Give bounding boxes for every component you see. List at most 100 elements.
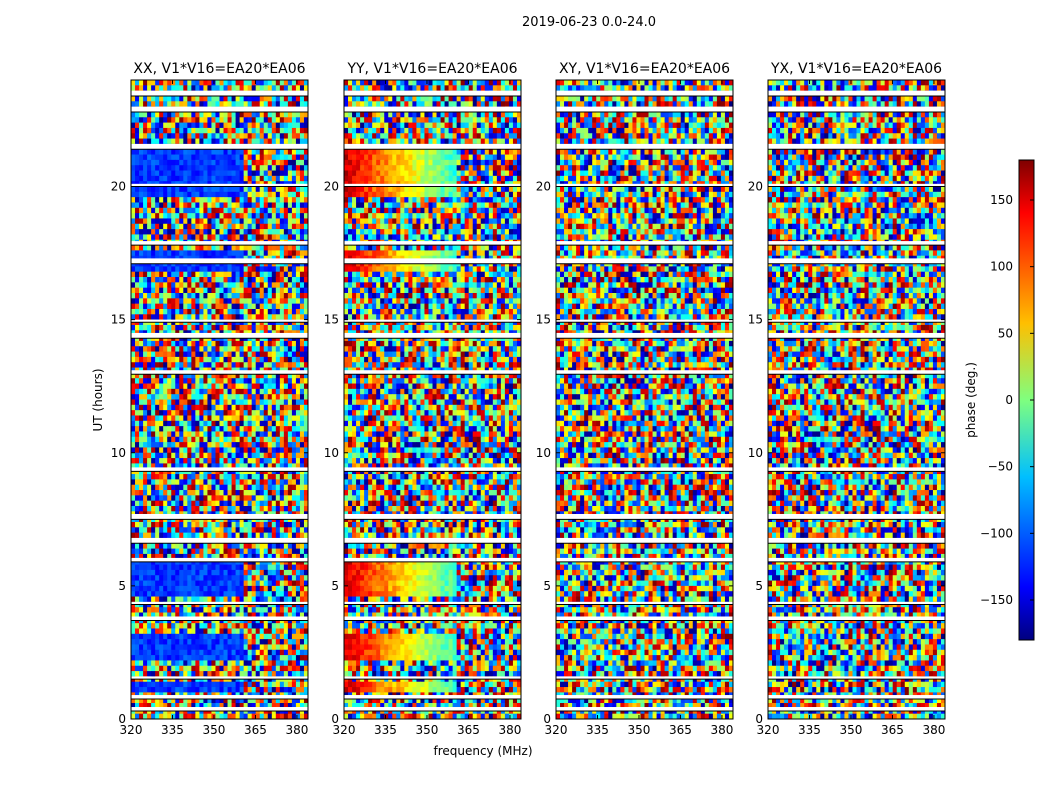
heatmap-cell	[287, 404, 293, 411]
heatmap-cell	[283, 95, 289, 102]
heatmap-cell	[139, 628, 144, 635]
heatmap-cell	[171, 383, 176, 390]
heatmap-cell	[203, 122, 208, 129]
heatmap-cell	[199, 527, 204, 534]
heatmap-cell	[267, 420, 273, 427]
heatmap-cell	[251, 479, 257, 486]
heatmap-cell	[279, 207, 285, 214]
heatmap-cell	[303, 308, 309, 315]
heatmap-cell	[191, 665, 196, 672]
heatmap-cell	[259, 245, 265, 251]
heatmap-cell	[143, 383, 148, 390]
heatmap-cell	[215, 500, 220, 507]
heatmap-cell	[275, 569, 281, 576]
heatmap-cell	[191, 266, 196, 273]
heatmap-cell	[139, 484, 144, 491]
heatmap-cell	[175, 293, 180, 299]
heatmap-cell	[295, 154, 301, 161]
heatmap-cell	[211, 532, 216, 539]
heatmap-cell	[207, 452, 212, 459]
heatmap-cell	[135, 154, 140, 161]
heatmap-cell	[155, 633, 160, 640]
heatmap-cell	[223, 484, 228, 491]
heatmap-cell	[187, 484, 192, 491]
heatmap-cell	[279, 383, 285, 390]
heatmap-cell	[231, 548, 236, 555]
heatmap-cell	[291, 463, 297, 470]
heatmap-cell	[151, 415, 156, 422]
heatmap-cell	[207, 399, 212, 406]
heatmap-cell	[239, 431, 245, 438]
heatmap-cell	[147, 388, 152, 395]
heatmap-cell	[235, 436, 241, 443]
heatmap-cell	[243, 308, 249, 315]
heatmap-cell	[263, 277, 269, 283]
heatmap-cell	[275, 596, 281, 603]
heatmap-cell	[279, 362, 285, 368]
heatmap-cell	[175, 197, 180, 203]
heatmap-cell	[231, 282, 236, 289]
heatmap-cell	[207, 346, 212, 352]
heatmap-cell	[275, 234, 281, 241]
heatmap-cell	[291, 356, 297, 363]
heatmap-cell	[243, 287, 249, 294]
heatmap-cell	[167, 308, 172, 315]
heatmap-cell	[275, 191, 281, 198]
heatmap-cell	[255, 159, 261, 166]
heatmap-cell	[299, 410, 305, 416]
heatmap-cell	[207, 308, 212, 315]
heatmap-cell	[243, 293, 249, 299]
heatmap-cell	[291, 202, 297, 209]
heatmap-cell	[163, 351, 168, 358]
heatmap-cell	[155, 655, 160, 661]
heatmap-cell	[155, 452, 160, 459]
heatmap-cell	[291, 372, 297, 379]
heatmap-cell	[171, 287, 176, 294]
heatmap-cell	[271, 245, 277, 251]
heatmap-cell	[195, 95, 200, 102]
heatmap-cell	[167, 569, 172, 576]
heatmap-cell	[223, 372, 228, 379]
heatmap-cell	[287, 543, 293, 550]
heatmap-cell	[275, 420, 281, 427]
heatmap-cell	[271, 133, 277, 139]
heatmap-cell	[211, 521, 216, 528]
heatmap-cell	[195, 394, 200, 400]
heatmap-cell	[263, 223, 269, 230]
heatmap-cell	[159, 420, 164, 427]
heatmap-cell	[295, 287, 301, 294]
heatmap-cell	[295, 543, 301, 550]
heatmap-cell	[147, 324, 152, 331]
heatmap-cell	[139, 394, 144, 400]
heatmap-cell	[151, 207, 156, 214]
heatmap-cell	[187, 383, 192, 390]
heatmap-cell	[255, 484, 261, 491]
heatmap-cell	[219, 133, 224, 139]
heatmap-cell	[279, 159, 285, 166]
heatmap-cell	[231, 644, 236, 651]
heatmap-cell	[159, 644, 164, 651]
heatmap-cell	[267, 495, 273, 502]
heatmap-cell	[223, 213, 228, 219]
heatmap-cell	[147, 186, 152, 193]
heatmap-cell	[211, 383, 216, 390]
heatmap-cell	[147, 266, 152, 273]
heatmap-cell	[291, 117, 297, 124]
heatmap-cell	[199, 628, 204, 635]
heatmap-cell	[179, 308, 184, 315]
heatmap-cell	[131, 644, 136, 651]
heatmap-cell	[183, 415, 188, 422]
heatmap-cell	[251, 394, 257, 400]
heatmap-cell	[263, 138, 269, 145]
heatmap-cell	[295, 250, 301, 257]
heatmap-cell	[143, 207, 148, 214]
heatmap-cell	[219, 394, 224, 400]
heatmap-cell	[155, 665, 160, 672]
heatmap-cell	[179, 159, 184, 166]
heatmap-cell	[223, 447, 228, 454]
heatmap-cell	[203, 596, 208, 603]
heatmap-cell	[167, 101, 172, 108]
heatmap-cell	[275, 415, 281, 422]
heatmap-cell	[251, 234, 257, 241]
heatmap-cell	[219, 175, 224, 182]
